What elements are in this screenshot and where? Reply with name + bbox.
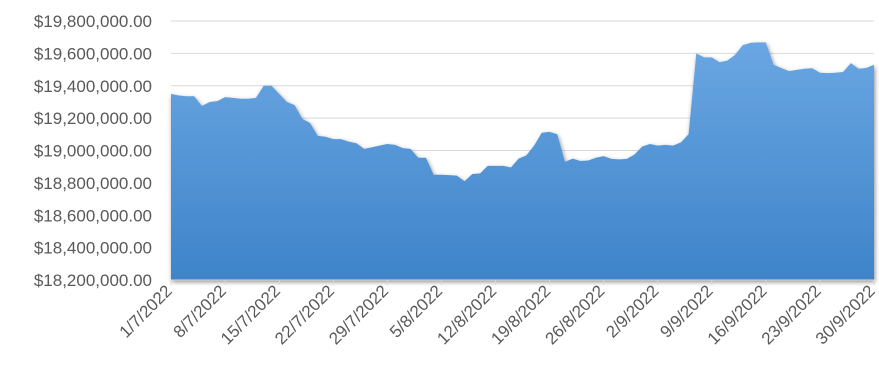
y-axis: $18,200,000.00 $18,400,000.00 $18,600,000.… [34, 12, 152, 290]
x-axis: 1/7/20228/7/202215/7/202222/7/202229/7/2… [116, 279, 879, 348]
x-tick-label: 30/9/2022 [812, 281, 879, 348]
area-series [171, 42, 874, 281]
x-tick-label: 2/9/2022 [602, 281, 662, 341]
x-tick-label: 1/7/2022 [116, 281, 176, 341]
y-tick-label: $19,400,000.00 [34, 77, 152, 96]
y-tick-label: $18,600,000.00 [34, 206, 152, 225]
y-tick-label: $18,800,000.00 [34, 174, 152, 193]
y-tick-label: $19,200,000.00 [34, 109, 152, 128]
y-tick-label: $19,800,000.00 [34, 12, 152, 31]
x-tick-label: 29/7/2022 [325, 281, 392, 348]
x-tick-label: 26/8/2022 [542, 281, 609, 348]
area-series-fill [171, 42, 874, 281]
y-tick-label: $19,000,000.00 [34, 142, 152, 161]
y-tick-label: $19,600,000.00 [34, 44, 152, 63]
y-tick-label: $18,400,000.00 [34, 239, 152, 258]
y-tick-label: $18,200,000.00 [34, 271, 152, 290]
